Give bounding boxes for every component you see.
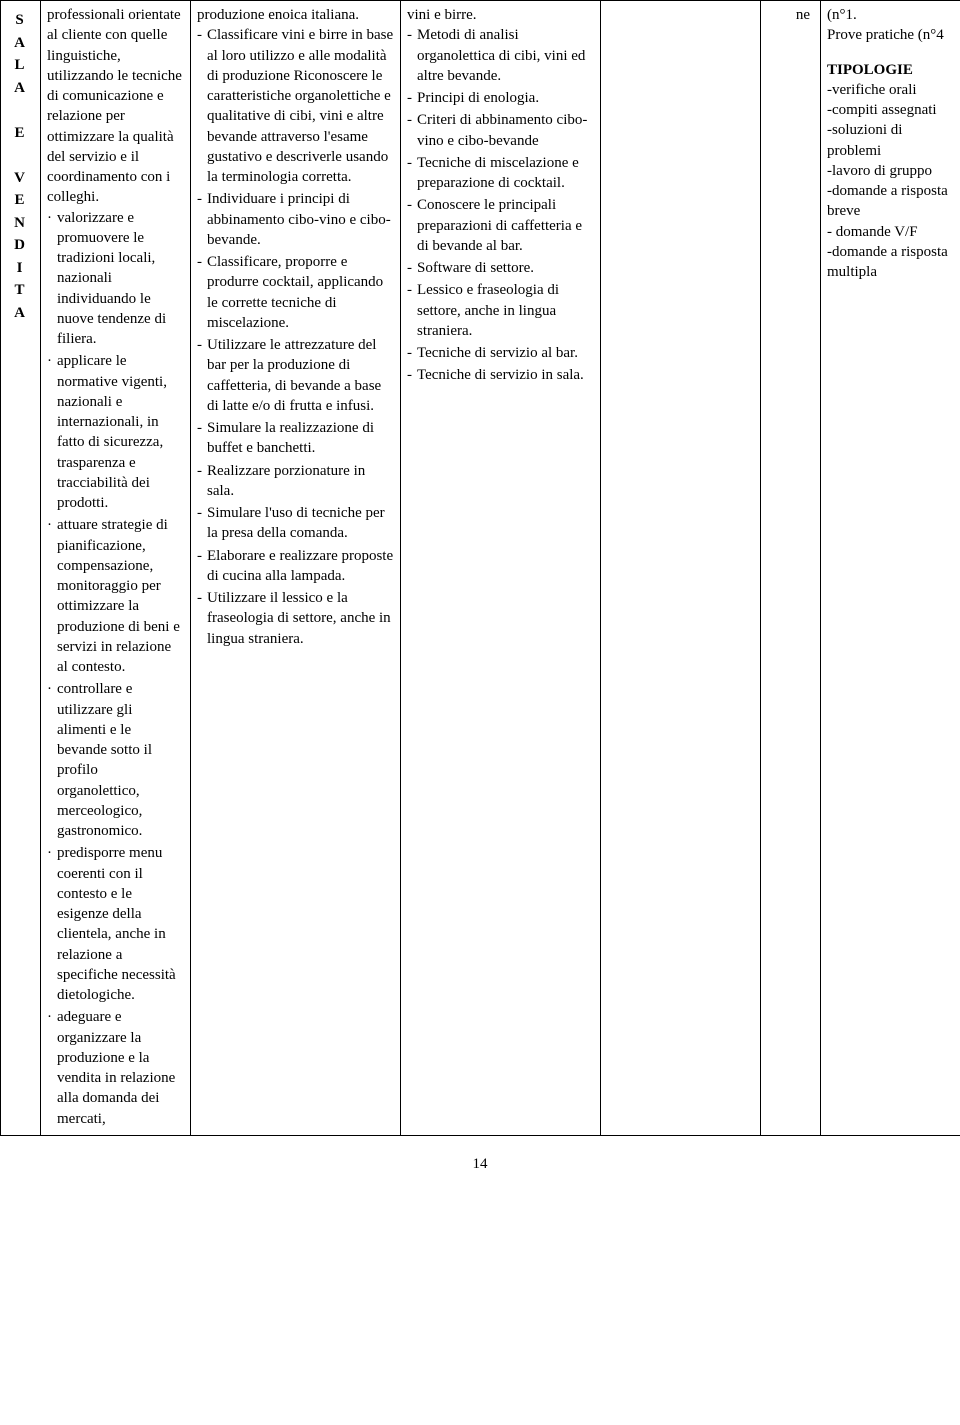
tipologie-title: TIPOLOGIE	[827, 60, 954, 80]
vertical-label-cell: SALA E VENDITA	[1, 1, 41, 1136]
list-item: Simulare l'uso di tecniche per la presa …	[197, 503, 394, 544]
list-item: Elaborare e realizzare proposte di cucin…	[197, 546, 394, 587]
list-item: adeguare e organizzare la produzione e l…	[47, 1007, 184, 1129]
list-item: Simulare la realizzazione di buffet e ba…	[197, 418, 394, 459]
col7-line1: (n°1.	[827, 5, 954, 25]
vertical-letter: D	[7, 234, 34, 257]
list-item: Realizzare porzionature in sala.	[197, 461, 394, 502]
list-item: Tecniche di servizio al bar.	[407, 343, 594, 363]
col2-list: valorizzare e promuovere le tradizioni l…	[47, 208, 184, 1129]
column-competencies: professionali orientate al cliente con q…	[41, 1, 191, 1136]
tipologie-item: - domande V/F	[827, 222, 954, 242]
list-item: Software di settore.	[407, 258, 594, 278]
vertical-letter: L	[7, 54, 34, 77]
vertical-letter: T	[7, 279, 34, 302]
list-item: Utilizzare le attrezzature del bar per l…	[197, 335, 394, 416]
col7-line2: Prove pratiche (n°4	[827, 25, 954, 45]
vertical-label: SALA E VENDITA	[7, 9, 34, 324]
list-item: Lessico e fraseologia di settore, anche …	[407, 280, 594, 341]
column-knowledge: vini e birre. Metodi di analisi organole…	[401, 1, 601, 1136]
tipologie-item: -compiti assegnati	[827, 100, 954, 120]
vertical-letter: A	[7, 302, 34, 325]
col4-list: Metodi di analisi organolettica di cibi,…	[407, 25, 594, 385]
vertical-letter: N	[7, 212, 34, 235]
list-item: Metodi di analisi organolettica di cibi,…	[407, 25, 594, 86]
col2-lead-text: professionali orientate al cliente con q…	[47, 5, 184, 208]
tipologie-item: -domande a risposta breve	[827, 181, 954, 222]
vertical-letter: A	[7, 32, 34, 55]
vertical-letter: A	[7, 77, 34, 100]
vertical-letter	[7, 99, 34, 122]
vertical-letter: I	[7, 257, 34, 280]
list-item: predisporre menu coerenti con il contest…	[47, 843, 184, 1005]
list-item: Classificare, proporre e produrre cockta…	[197, 252, 394, 333]
vertical-letter	[7, 144, 34, 167]
column-empty	[601, 1, 761, 1136]
list-item: controllare e utilizzare gli alimenti e …	[47, 679, 184, 841]
column-fragment: ne	[761, 1, 821, 1136]
col4-lead-text: vini e birre.	[407, 5, 594, 25]
spacer	[827, 46, 954, 60]
vertical-letter: E	[7, 122, 34, 145]
column-abilities: produzione enoica italiana. Classificare…	[191, 1, 401, 1136]
list-item: Criteri di abbinamento cibo-vino e cibo-…	[407, 110, 594, 151]
tipologie-list: -verifiche orali-compiti assegnati-soluz…	[827, 80, 954, 283]
tipologie-item: -domande a risposta multipla	[827, 242, 954, 283]
list-item: Utilizzare il lessico e la fraseologia d…	[197, 588, 394, 649]
col3-list: Classificare vini e birre in base al lor…	[197, 25, 394, 649]
tipologie-item: -lavoro di gruppo	[827, 161, 954, 181]
list-item: applicare le normative vigenti, nazional…	[47, 351, 184, 513]
vertical-letter: S	[7, 9, 34, 32]
page-number: 14	[0, 1156, 960, 1173]
list-item: Tecniche di servizio in sala.	[407, 365, 594, 385]
list-item: valorizzare e promuovere le tradizioni l…	[47, 208, 184, 350]
tipologie-item: -soluzioni di problemi	[827, 120, 954, 161]
vertical-letter: V	[7, 167, 34, 190]
list-item: attuare strategie di pianificazione, com…	[47, 515, 184, 677]
col3-lead-text: produzione enoica italiana.	[197, 5, 394, 25]
list-item: Principi di enologia.	[407, 88, 594, 108]
list-item: Conoscere le principali preparazioni di …	[407, 195, 594, 256]
document-page: SALA E VENDITA professionali orientate a…	[0, 0, 960, 1173]
content-table: SALA E VENDITA professionali orientate a…	[0, 0, 960, 1136]
table-row: SALA E VENDITA professionali orientate a…	[1, 1, 960, 1136]
tipologie-item: -verifiche orali	[827, 80, 954, 100]
list-item: Tecniche di miscelazione e preparazione …	[407, 153, 594, 194]
vertical-letter: E	[7, 189, 34, 212]
list-item: Individuare i principi di abbinamento ci…	[197, 189, 394, 250]
list-item: Classificare vini e birre in base al lor…	[197, 25, 394, 187]
col6-text: ne	[767, 5, 810, 25]
column-assessment: (n°1. Prove pratiche (n°4 TIPOLOGIE -ver…	[821, 1, 960, 1136]
